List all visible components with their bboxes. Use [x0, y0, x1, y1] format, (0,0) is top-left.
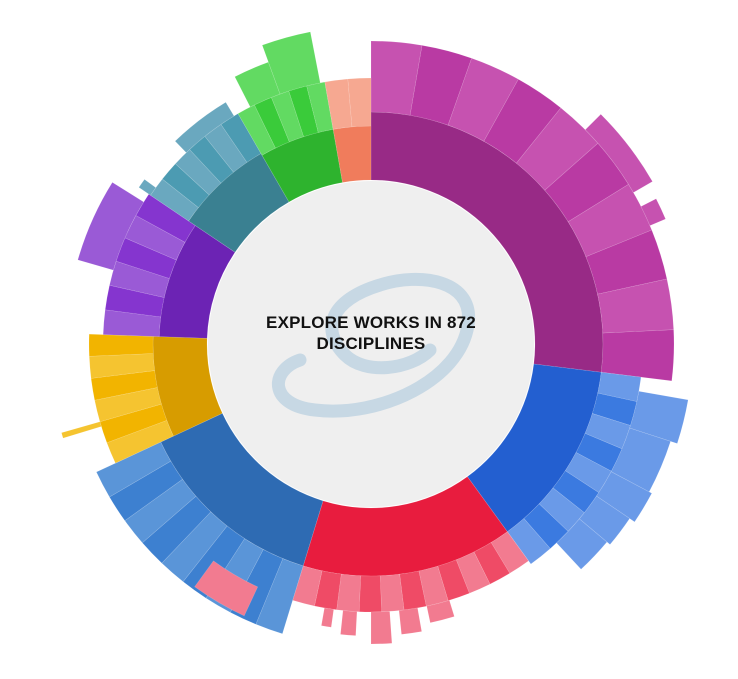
discipline-salmon-subfield[interactable] [347, 77, 372, 128]
discipline-red-topic[interactable] [340, 610, 358, 636]
discipline-magenta-subfield[interactable] [600, 329, 675, 382]
discipline-red-topic[interactable] [194, 560, 259, 617]
discipline-red-subfield[interactable] [358, 575, 382, 613]
discipline-blue-topic[interactable] [556, 518, 608, 570]
discipline-red-topic[interactable] [370, 611, 393, 645]
discipline-amber-inner[interactable] [152, 336, 223, 437]
discipline-magenta-topic[interactable] [584, 113, 653, 193]
discipline-magenta-topic[interactable] [640, 198, 666, 227]
discipline-green-topic[interactable] [261, 31, 321, 95]
discipline-salmon-inner[interactable] [332, 125, 372, 183]
stylized-d-swoosh-logo-icon [271, 272, 475, 418]
discipline-red-topic[interactable] [320, 607, 335, 628]
discipline-purple-topic[interactable] [77, 181, 145, 271]
discipline-teal-topic[interactable] [138, 179, 157, 196]
center-disk[interactable] [208, 181, 534, 507]
discipline-steel-blue-subfield[interactable] [95, 441, 172, 498]
discipline-red-topic[interactable] [426, 599, 455, 624]
discipline-red-topic[interactable] [398, 607, 423, 635]
discipline-red-subfield[interactable] [379, 573, 405, 613]
discipline-green-inner[interactable] [261, 128, 343, 203]
discipline-amber-topic[interactable] [61, 421, 102, 439]
discipline-amber-subfield[interactable] [88, 333, 154, 357]
discipline-teal-topic[interactable] [174, 101, 235, 154]
